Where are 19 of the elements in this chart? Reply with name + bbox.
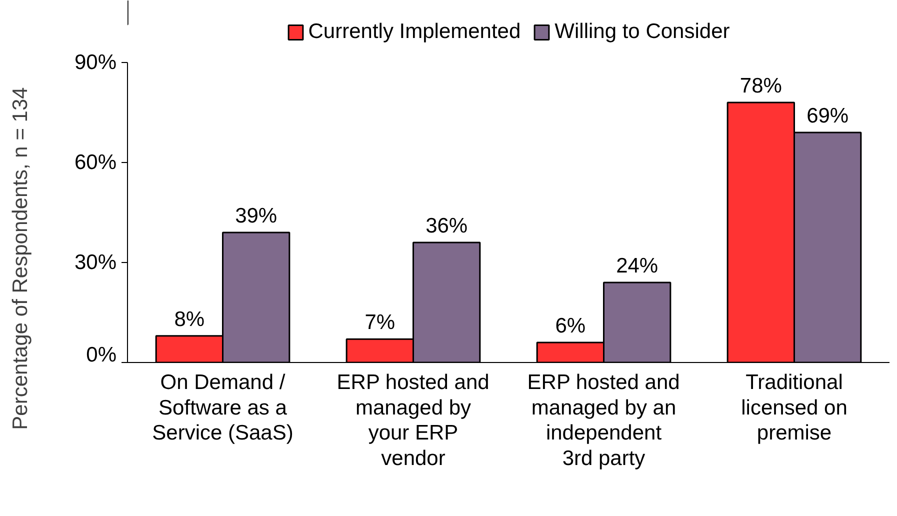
data-label: 8% [174,308,205,331]
y-tick-label: 0% [86,344,117,366]
data-label: 7% [364,311,396,334]
data-label: 6% [555,314,586,338]
data-label: 24% [616,254,658,278]
data-label: 69% [806,104,849,128]
data-label: 78% [740,74,782,98]
x-tick-label: On Demand / Software as a Service (SaaS) [152,371,294,445]
y-axis-title: Percentage of Respondents, n = 134 [9,86,32,430]
y-tick-label: 90% [74,51,116,74]
x-tick-label: Traditional licensed on premise [741,371,848,445]
x-tick-label: ERP hosted and managed by your ERP vendor [336,371,490,470]
legend-label: Currently Implemented [308,20,521,44]
data-label: 39% [235,204,278,228]
y-tick-label: 30% [74,251,116,274]
x-tick-label: ERP hosted and managed by an independent 3rd party [527,371,680,470]
data-label: 36% [426,214,468,238]
y-tick-label: 60% [74,151,116,174]
legend-label: Willing to Consider [554,20,730,44]
